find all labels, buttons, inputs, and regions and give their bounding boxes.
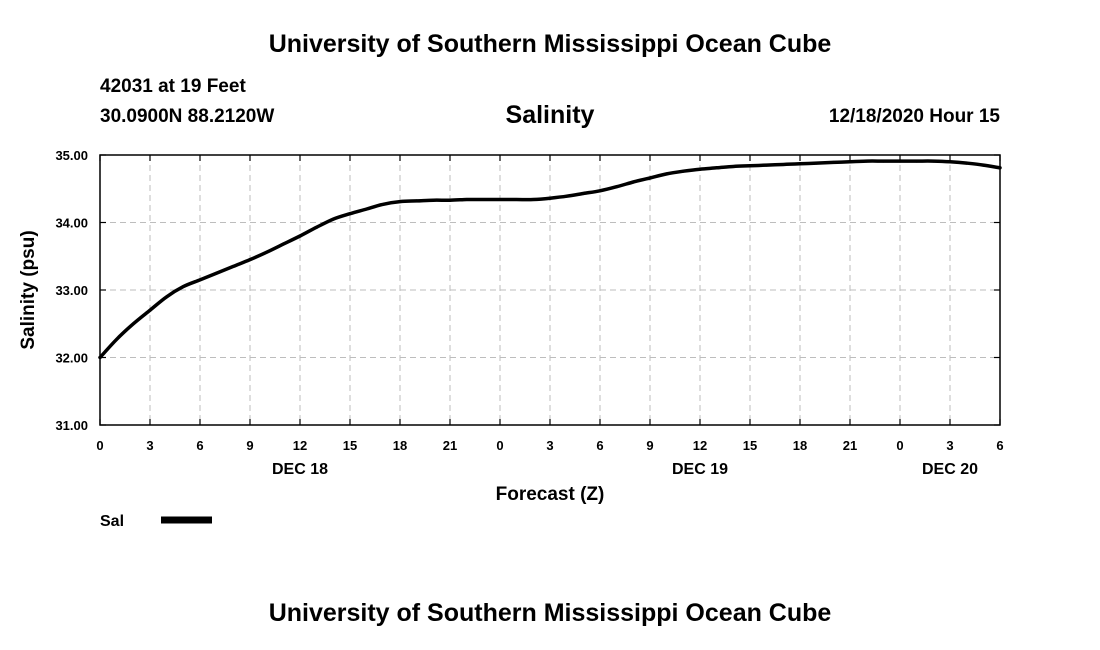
x-tick-label: 12: [293, 438, 307, 453]
data-point: [965, 161, 969, 165]
chart-title: Salinity: [505, 101, 595, 129]
data-point: [198, 278, 202, 282]
data-point: [631, 180, 635, 184]
data-point: [565, 194, 569, 198]
y-tick-label: 34.00: [55, 216, 88, 231]
data-point: [848, 160, 852, 164]
data-point: [881, 159, 885, 163]
data-point: [115, 337, 119, 341]
data-point: [798, 162, 802, 166]
data-point: [948, 160, 952, 164]
day-label: DEC 18: [272, 461, 328, 478]
x-axis-label: Forecast (Z): [496, 484, 605, 505]
data-point: [765, 163, 769, 167]
x-tick-label: 0: [896, 438, 903, 453]
axis-ticks: [99, 154, 1001, 426]
data-point: [481, 198, 485, 201]
data-point: [148, 308, 152, 312]
day-labels: DEC 18 DEC 19 DEC 20: [272, 461, 978, 478]
data-point: [381, 202, 385, 206]
series-group: [98, 159, 1002, 360]
chart-bottom-title: University of Southern Mississippi Ocean…: [268, 599, 832, 627]
data-point: [748, 164, 752, 168]
data-point: [265, 250, 269, 254]
y-tick-label: 32.00: [55, 351, 88, 366]
x-tick-label: 18: [393, 438, 407, 453]
data-point: [448, 198, 452, 202]
data-point: [165, 295, 169, 299]
x-tick-label: 21: [843, 438, 857, 453]
x-tick-label: 21: [443, 438, 457, 453]
x-tick-label: 6: [996, 438, 1003, 453]
data-point: [415, 199, 419, 203]
data-point: [181, 285, 185, 289]
data-point: [348, 212, 352, 216]
data-point: [398, 200, 402, 204]
data-point: [931, 159, 935, 163]
x-tick-label: 18: [793, 438, 807, 453]
data-point: [898, 159, 902, 163]
x-tick-label: 6: [596, 438, 603, 453]
data-point: [248, 258, 252, 262]
x-tick-label: 0: [496, 438, 503, 453]
x-tick-label: 12: [693, 438, 707, 453]
data-point: [431, 198, 435, 202]
data-point: [331, 217, 335, 221]
coordinates-label: 30.0900N 88.2120W: [100, 106, 275, 127]
data-point: [781, 163, 785, 166]
data-point: [465, 198, 469, 201]
x-tick-label: 3: [946, 438, 953, 453]
data-point: [998, 166, 1002, 170]
data-point: [981, 163, 985, 167]
data-point: [231, 264, 235, 268]
x-tick-label: 6: [196, 438, 203, 453]
data-point: [531, 198, 535, 201]
data-point: [548, 196, 552, 200]
data-point: [298, 234, 302, 238]
x-tick-label: 3: [546, 438, 553, 453]
chart-top-title: University of Southern Mississippi Ocean…: [268, 30, 832, 58]
data-point: [581, 192, 585, 195]
data-point: [831, 160, 835, 164]
x-tick-label: 15: [343, 438, 357, 453]
x-tick-label: 15: [743, 438, 757, 453]
data-point: [915, 159, 919, 163]
station-label: 42031 at 19 Feet: [100, 76, 246, 97]
legend-label-sal: Sal: [100, 513, 124, 530]
y-tick-labels: 31.00 32.00 33.00 34.00 35.00: [55, 148, 88, 433]
data-point: [865, 159, 869, 163]
data-point: [315, 225, 319, 229]
data-point: [731, 165, 735, 168]
x-tick-label: 0: [96, 438, 103, 453]
y-tick-label: 31.00: [55, 418, 88, 433]
forecast-datetime: 12/18/2020 Hour 15: [828, 106, 1000, 127]
data-point: [131, 322, 135, 326]
data-point: [365, 207, 369, 211]
day-label: DEC 19: [672, 461, 728, 478]
x-tick-labels: 0 3 6 9 12 15 18 21 0 3 6 9 12 15 18 21 0 3 6: [96, 438, 1003, 453]
x-tick-label: 9: [246, 438, 253, 453]
x-tick-label: 3: [146, 438, 153, 453]
x-tick-label: 9: [646, 438, 653, 453]
data-point: [698, 167, 702, 171]
data-point: [648, 176, 652, 180]
grid-lines: [100, 155, 1000, 425]
day-label: DEC 20: [922, 461, 978, 478]
data-point: [681, 169, 685, 173]
data-point: [215, 271, 219, 275]
data-point: [281, 242, 285, 246]
y-tick-label: 33.00: [55, 283, 88, 298]
legend: Sal: [100, 513, 212, 530]
y-tick-label: 35.00: [55, 148, 88, 163]
data-point: [515, 198, 519, 201]
data-point: [715, 166, 719, 170]
data-point: [98, 356, 102, 359]
data-point: [665, 172, 669, 176]
data-point: [815, 161, 819, 165]
data-point: [598, 189, 602, 193]
data-point: [615, 185, 619, 189]
y-axis-label: Salinity (psu): [18, 230, 39, 349]
data-point: [498, 198, 502, 201]
